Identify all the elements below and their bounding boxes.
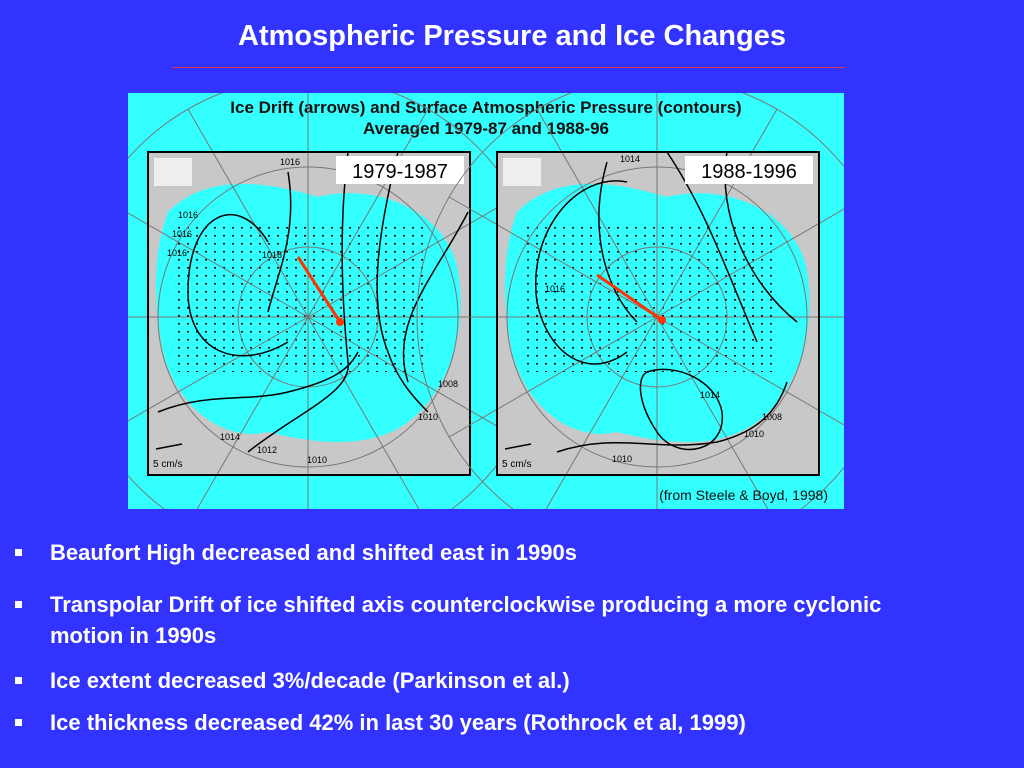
contour-label: 1014	[620, 154, 640, 164]
panel-frame	[147, 151, 471, 476]
figure-title: Averaged 1979-87 and 1988-96	[363, 119, 609, 138]
bullet-text: Ice thickness decreased 42% in last 30 y…	[50, 710, 746, 735]
figure: Ice Drift (arrows) and Surface Atmospher…	[128, 93, 844, 509]
scale-arrow	[504, 443, 532, 450]
slide-title: Atmospheric Pressure and Ice Changes	[238, 20, 786, 52]
meridian	[196, 316, 309, 509]
meridian	[448, 316, 658, 438]
scale-label: 5 cm/s	[502, 459, 531, 470]
figure-credit: (from Steele & Boyd, 1998)	[659, 487, 828, 503]
bullet-marker	[15, 719, 22, 726]
isobar	[598, 161, 638, 323]
meridian	[307, 108, 429, 318]
contour-label: 1016	[178, 210, 198, 220]
meridian	[128, 212, 309, 318]
meridian	[656, 316, 769, 509]
isobar	[535, 180, 628, 365]
isobar	[247, 151, 349, 453]
blank-box	[503, 158, 541, 186]
contour-label: 1010	[307, 455, 327, 465]
title-rule	[172, 67, 845, 68]
bullet-marker	[15, 677, 22, 684]
meridian	[545, 316, 658, 509]
contour-label: 1016	[280, 157, 300, 167]
contour-label: 1008	[438, 379, 458, 389]
isobar	[402, 211, 469, 383]
panel-frame	[496, 151, 820, 476]
meridian	[656, 316, 844, 426]
bullet-marker	[15, 549, 22, 556]
meridian	[307, 316, 420, 509]
label-box	[685, 156, 813, 184]
meridian	[536, 108, 658, 318]
scale-arrow	[155, 443, 183, 450]
contour-label: 1010	[418, 412, 438, 422]
isobar	[376, 151, 429, 413]
drift-axis-head	[336, 318, 344, 326]
blank-box	[154, 158, 192, 186]
contour-label: 1008	[762, 412, 782, 422]
isobar	[666, 151, 758, 343]
contour-label: 1014	[220, 432, 240, 442]
contour-label: 1016	[167, 248, 187, 258]
meridian	[187, 108, 309, 318]
drift-axis-arrow	[296, 256, 342, 323]
bullet-text: Beaufort High decreased and shifted east…	[50, 540, 577, 565]
bullet-text: Ice extent decreased 3%/decade (Parkinso…	[50, 668, 570, 693]
map-panel: 1988-1996 5 cm/s 1014 1016 1014 1008 1010 1010	[416, 93, 844, 509]
contour-label: 1018	[262, 250, 282, 260]
meridian	[448, 196, 658, 318]
bullet-text: Transpolar Drift of ice shifted axis cou…	[50, 592, 882, 648]
meridian	[307, 316, 517, 438]
drift-axis-head	[658, 316, 666, 324]
contour-label: 1010	[744, 429, 764, 439]
contour-label: 1012	[257, 445, 277, 455]
isobar	[267, 171, 292, 313]
meridian	[656, 108, 778, 318]
scale-label: 5 cm/s	[153, 459, 182, 470]
meridian	[656, 208, 844, 318]
bullet-marker	[15, 601, 22, 608]
contour-label: 1016	[172, 229, 192, 239]
contour-label: 1016	[545, 284, 565, 294]
meridian	[128, 316, 309, 422]
isobar	[157, 351, 359, 413]
isobar	[639, 368, 723, 451]
contour-label: 1010	[612, 454, 632, 464]
contour-label: 1014	[700, 390, 720, 400]
figure-title: Ice Drift (arrows) and Surface Atmospher…	[230, 98, 741, 117]
isobar	[556, 381, 788, 453]
label-box	[336, 156, 464, 184]
panel-label: 1979-1987	[352, 161, 448, 183]
panel-label: 1988-1996	[701, 161, 797, 183]
map-panel: 1979-1987 5 cm/s 1016 1016 1016 1016 1018 1008 1…	[128, 93, 549, 509]
isobar	[187, 214, 289, 357]
drift-axis-arrow	[596, 273, 663, 322]
